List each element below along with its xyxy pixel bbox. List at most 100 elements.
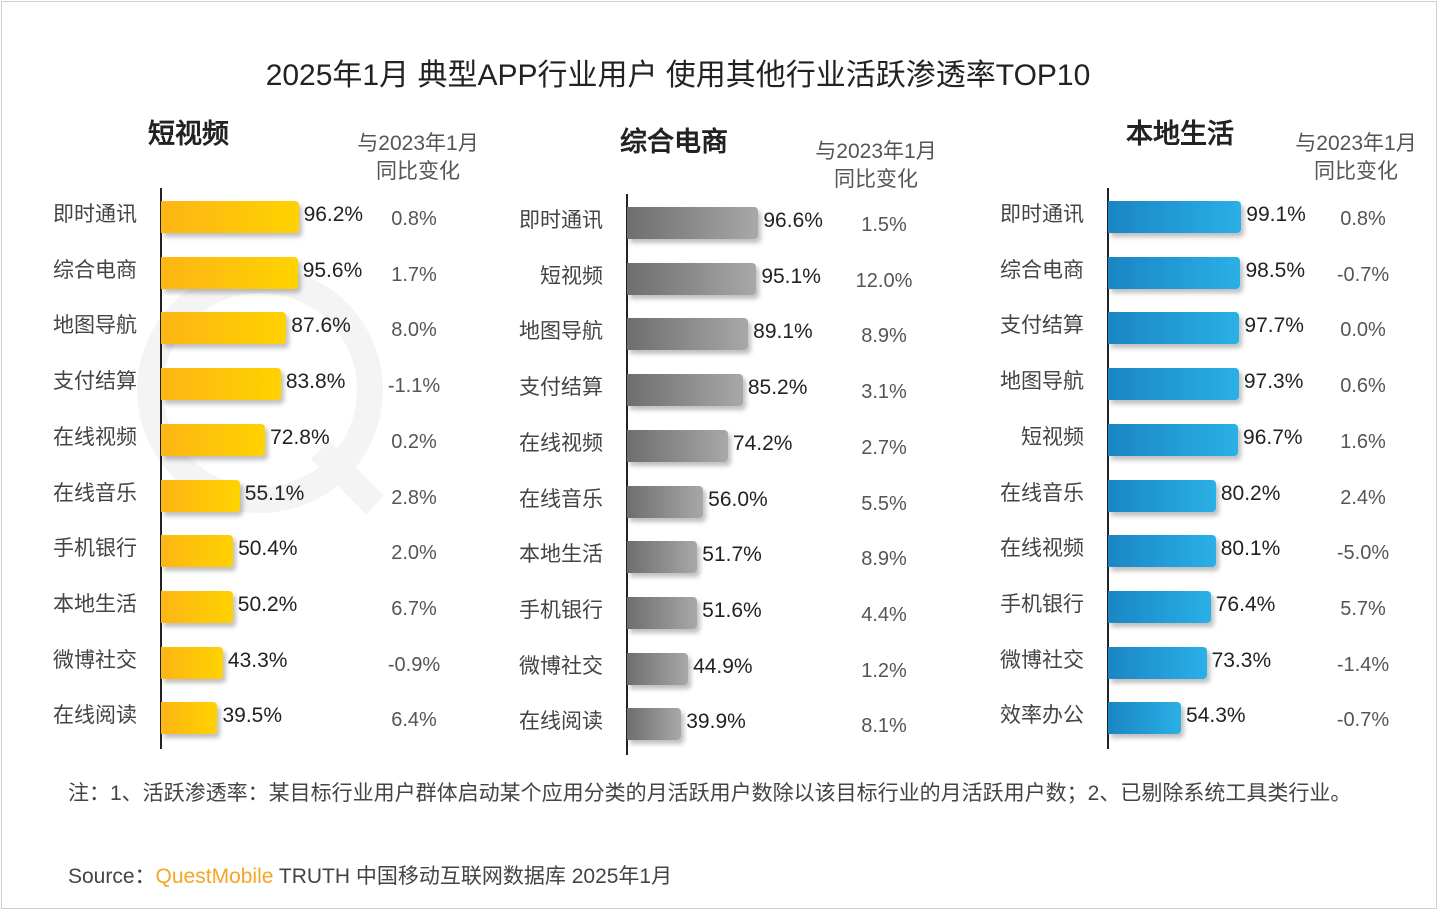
category-label: 支付结算 — [53, 370, 137, 394]
category-label: 支付结算 — [1000, 314, 1084, 338]
bar — [161, 201, 299, 233]
bar — [627, 708, 682, 741]
change-header-line: 同比变化 — [1314, 160, 1398, 183]
bar — [1108, 479, 1216, 512]
change-header-line: 与2023年1月 — [357, 132, 479, 155]
change-label: 8.9% — [861, 325, 907, 348]
change-label: 8.1% — [861, 715, 907, 738]
bar — [161, 702, 218, 735]
bar — [627, 485, 704, 518]
chart-title: 2025年1月 典型APP行业用户 使用其他行业活跃渗透率TOP10 — [265, 59, 1091, 92]
value-label: 85.2% — [747, 376, 808, 400]
change-label: 2.8% — [391, 486, 437, 509]
value-label: 50.2% — [237, 592, 298, 616]
value-label: 56.0% — [708, 487, 768, 511]
bar — [1108, 256, 1241, 289]
bar — [1108, 535, 1216, 568]
value-label: 51.6% — [702, 598, 762, 622]
change-label: 3.1% — [861, 381, 907, 404]
change-label: 0.8% — [1340, 208, 1386, 230]
change-label: -5.0% — [1336, 542, 1390, 565]
change-header: 与2023年1月 同比变化 — [806, 138, 946, 194]
source-brand: QuestMobile — [155, 865, 274, 888]
change-label: 1.5% — [861, 214, 907, 236]
bar — [627, 318, 749, 351]
change-label: 5.5% — [861, 492, 907, 515]
y-axis — [626, 194, 628, 755]
bar — [627, 262, 757, 295]
panel-title: 本地生活 — [1126, 119, 1234, 149]
value-label: 74.2% — [732, 431, 793, 455]
value-label: 98.5% — [1245, 258, 1306, 282]
bar — [161, 590, 233, 623]
value-label: 50.4% — [238, 537, 298, 561]
change-label: -1.1% — [387, 375, 441, 398]
change-label: 0.6% — [1340, 375, 1386, 398]
change-header: 与2023年1月 同比变化 — [1286, 130, 1426, 186]
bar — [161, 423, 266, 456]
value-label: 44.9% — [693, 654, 753, 678]
value-label: 51.7% — [702, 543, 762, 567]
category-label: 本地生活 — [519, 543, 603, 567]
category-label: 微博社交 — [53, 648, 137, 672]
change-label: -0.7% — [1336, 709, 1390, 732]
category-label: 综合电商 — [1000, 258, 1084, 282]
bar — [1108, 423, 1239, 456]
value-label: 83.8% — [285, 370, 346, 394]
value-label: 97.7% — [1244, 314, 1304, 338]
change-label: 6.7% — [391, 597, 437, 620]
change-header-line: 同比变化 — [834, 168, 918, 191]
category-label: 在线视频 — [519, 431, 603, 455]
bar — [627, 207, 759, 239]
category-label: 在线音乐 — [53, 481, 137, 505]
change-label: -0.7% — [1336, 263, 1390, 286]
change-label: 1.7% — [391, 263, 437, 286]
value-label: 72.8% — [270, 425, 330, 449]
category-label: 在线阅读 — [519, 710, 603, 734]
category-label: 地图导航 — [1000, 370, 1084, 394]
category-label: 即时通讯 — [519, 209, 603, 232]
value-label: 89.1% — [753, 320, 813, 344]
category-label: 在线视频 — [53, 425, 137, 449]
bar — [627, 596, 698, 629]
category-label: 本地生活 — [53, 592, 137, 616]
change-label: -1.4% — [1336, 653, 1390, 676]
change-header: 与2023年1月 同比变化 — [348, 130, 488, 186]
value-label: 55.1% — [244, 481, 305, 505]
change-label: 5.7% — [1340, 597, 1386, 620]
value-label: 73.3% — [1211, 648, 1272, 672]
value-label: 39.5% — [222, 704, 283, 728]
category-label: 手机银行 — [53, 537, 137, 561]
category-label: 即时通讯 — [53, 203, 137, 226]
value-label: 96.2% — [303, 203, 364, 226]
bar — [1108, 646, 1207, 679]
change-label: 2.7% — [861, 436, 907, 459]
bar — [1108, 590, 1211, 623]
panel-title: 短视频 — [148, 119, 229, 149]
change-label: 8.0% — [391, 319, 437, 342]
change-label: 1.2% — [861, 659, 907, 682]
category-label: 即时通讯 — [1000, 203, 1084, 226]
value-label: 80.2% — [1220, 481, 1281, 505]
category-label: 地图导航 — [519, 320, 603, 344]
change-label: 0.0% — [1340, 319, 1386, 342]
change-label: 0.8% — [391, 208, 437, 230]
footnote: 注：1、活跃渗透率：某目标行业用户群体启动某个应用分类的月活跃用户数除以该目标行… — [68, 782, 1352, 805]
value-label: 96.6% — [763, 209, 823, 232]
value-label: 80.1% — [1220, 537, 1281, 561]
category-label: 在线音乐 — [1000, 481, 1084, 505]
category-label: 在线阅读 — [53, 704, 137, 728]
source-rest: TRUTH 中国移动互联网数据库 2025年1月 — [273, 865, 673, 888]
change-label: 6.4% — [391, 709, 437, 732]
bar — [161, 535, 234, 568]
change-label: 0.2% — [391, 430, 437, 453]
bar — [1108, 702, 1182, 735]
bar — [1108, 201, 1242, 233]
category-label: 微博社交 — [1000, 648, 1084, 672]
value-label: 95.1% — [761, 264, 821, 288]
category-label: 手机银行 — [1000, 592, 1084, 616]
value-label: 96.7% — [1243, 425, 1303, 449]
bar — [627, 652, 689, 685]
category-label: 微博社交 — [519, 654, 603, 678]
